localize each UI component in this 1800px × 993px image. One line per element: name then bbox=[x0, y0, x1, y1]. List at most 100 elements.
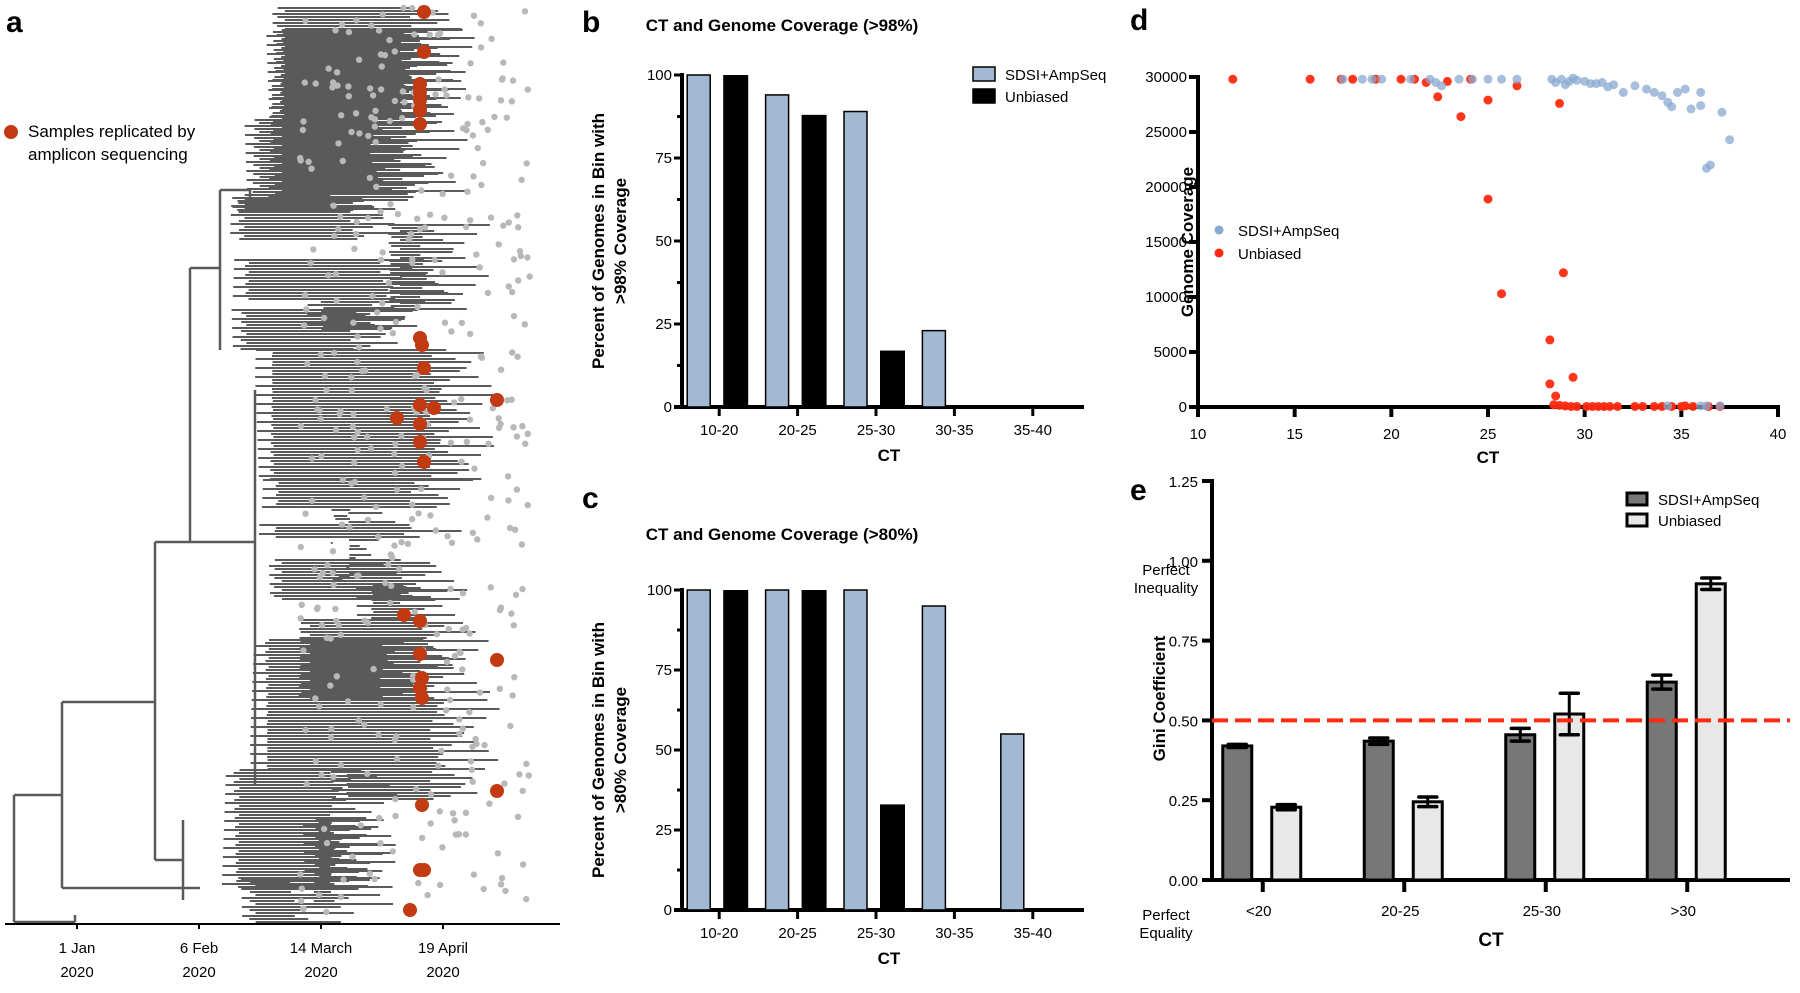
tree-tip bbox=[524, 501, 531, 509]
annotation-perfect-inequality: Inequality bbox=[1134, 580, 1199, 597]
tree-tip bbox=[431, 256, 438, 264]
y-tick-label: 100 bbox=[647, 67, 672, 84]
bar-unbiased bbox=[880, 804, 905, 910]
x-tick-label: 35-40 bbox=[1014, 422, 1052, 439]
tree-tip bbox=[487, 214, 495, 221]
tree-tip bbox=[479, 118, 486, 126]
tree-tip bbox=[399, 88, 407, 95]
tree-tip bbox=[467, 758, 475, 765]
bar-sdsi-ampseq bbox=[843, 589, 868, 911]
tree-tip bbox=[448, 172, 455, 179]
tree-tip bbox=[331, 349, 338, 357]
point-unbiased bbox=[1551, 391, 1561, 401]
point-unbiased bbox=[1558, 268, 1568, 278]
tree-tip bbox=[305, 158, 312, 165]
panel-letter-a: a bbox=[6, 6, 23, 39]
point-sdsi-ampseq bbox=[1680, 84, 1690, 94]
point-unbiased bbox=[1638, 401, 1648, 411]
tree-tip bbox=[519, 585, 526, 593]
tree-replicated-sample bbox=[415, 798, 429, 812]
tree-tip bbox=[315, 891, 323, 899]
tree-tip bbox=[458, 319, 466, 327]
tree-tip bbox=[415, 879, 422, 887]
point-sdsi-ampseq bbox=[1667, 102, 1677, 112]
tree-tip bbox=[508, 396, 515, 403]
point-sdsi-ampseq bbox=[1701, 401, 1711, 411]
tree-replicated-sample bbox=[490, 784, 504, 798]
tree-tip bbox=[410, 676, 417, 683]
y-tick-label: 50 bbox=[655, 742, 672, 759]
x-tick-label: 20-25 bbox=[1381, 903, 1419, 920]
x-axis-label: CT bbox=[1477, 448, 1500, 467]
tree-tip bbox=[396, 565, 403, 573]
tree-tip bbox=[443, 658, 451, 666]
tree-tip bbox=[325, 65, 332, 72]
tree-tip bbox=[328, 725, 335, 733]
tree-tip bbox=[355, 56, 363, 63]
x-tick-label: 35 bbox=[1673, 426, 1690, 443]
x-tick-label: 30-35 bbox=[935, 422, 973, 439]
tree-tip bbox=[332, 605, 339, 613]
tree-tip bbox=[469, 778, 476, 785]
tree-replicated-sample bbox=[413, 93, 427, 107]
tree-tip bbox=[353, 218, 360, 226]
tree-tip bbox=[449, 810, 457, 817]
tree-tip bbox=[379, 300, 386, 307]
x-tick-label: >30 bbox=[1671, 903, 1696, 920]
tree-tip bbox=[312, 396, 319, 404]
bar-sdsi-ampseq bbox=[921, 605, 947, 911]
tree-tip bbox=[481, 741, 488, 749]
point-sdsi-ampseq bbox=[1483, 74, 1493, 84]
tree-tip bbox=[379, 249, 386, 256]
tree-tip bbox=[318, 452, 325, 460]
tree-tip bbox=[497, 366, 505, 373]
tree-tip bbox=[488, 35, 495, 42]
tree-tip bbox=[497, 97, 505, 104]
tree-tip bbox=[368, 22, 375, 29]
tree-replicated-sample bbox=[413, 863, 427, 877]
tree-tip bbox=[308, 165, 315, 172]
point-sdsi-ampseq bbox=[1437, 81, 1447, 91]
tree-tip bbox=[332, 27, 339, 34]
tree-tip bbox=[377, 840, 384, 847]
point-sdsi-ampseq bbox=[1696, 101, 1706, 111]
tree-tip bbox=[504, 473, 512, 480]
tree-replicated-sample bbox=[417, 5, 431, 19]
tree-tip bbox=[497, 604, 505, 611]
point-sdsi-ampseq bbox=[1642, 84, 1652, 94]
tree-tip bbox=[332, 271, 340, 278]
tree-tip bbox=[495, 415, 502, 422]
tree-tip bbox=[339, 157, 346, 165]
point-sdsi-ampseq bbox=[1338, 74, 1348, 84]
point-unbiased bbox=[1483, 194, 1493, 204]
bar-sdsi-ampseq bbox=[843, 110, 868, 408]
tree-tip bbox=[436, 881, 444, 889]
tree-tip bbox=[353, 17, 360, 24]
tree-tip bbox=[383, 405, 390, 413]
point-sdsi-ampseq bbox=[1717, 107, 1727, 117]
tree-tip bbox=[506, 524, 514, 532]
tree-tip bbox=[377, 701, 384, 708]
bar-sdsi-ampseq bbox=[764, 589, 790, 911]
tree-x-tick-label: 14 March bbox=[290, 940, 353, 957]
tree-tip bbox=[307, 259, 314, 267]
tree-tip bbox=[441, 214, 448, 221]
tree-tip bbox=[350, 319, 357, 326]
tree-tip bbox=[484, 126, 491, 133]
tree-tip bbox=[377, 51, 385, 58]
tree-tip bbox=[519, 787, 526, 794]
tree-tip bbox=[459, 125, 467, 132]
tree-tip bbox=[511, 526, 519, 533]
tree-tip bbox=[391, 48, 398, 55]
y-tick-label: 0 bbox=[664, 399, 672, 416]
tree-tip bbox=[508, 610, 515, 617]
tree-tip bbox=[524, 254, 531, 261]
point-sdsi-ampseq bbox=[1630, 81, 1640, 91]
tree-tip bbox=[354, 333, 361, 340]
tree-tip bbox=[485, 440, 492, 447]
tree-replicated-sample bbox=[490, 653, 504, 667]
tree-tip bbox=[451, 399, 458, 406]
tree-tip bbox=[514, 353, 521, 360]
y-axis-label: Percent of Genomes in Bin with bbox=[589, 622, 608, 878]
tree-tip bbox=[466, 708, 473, 716]
